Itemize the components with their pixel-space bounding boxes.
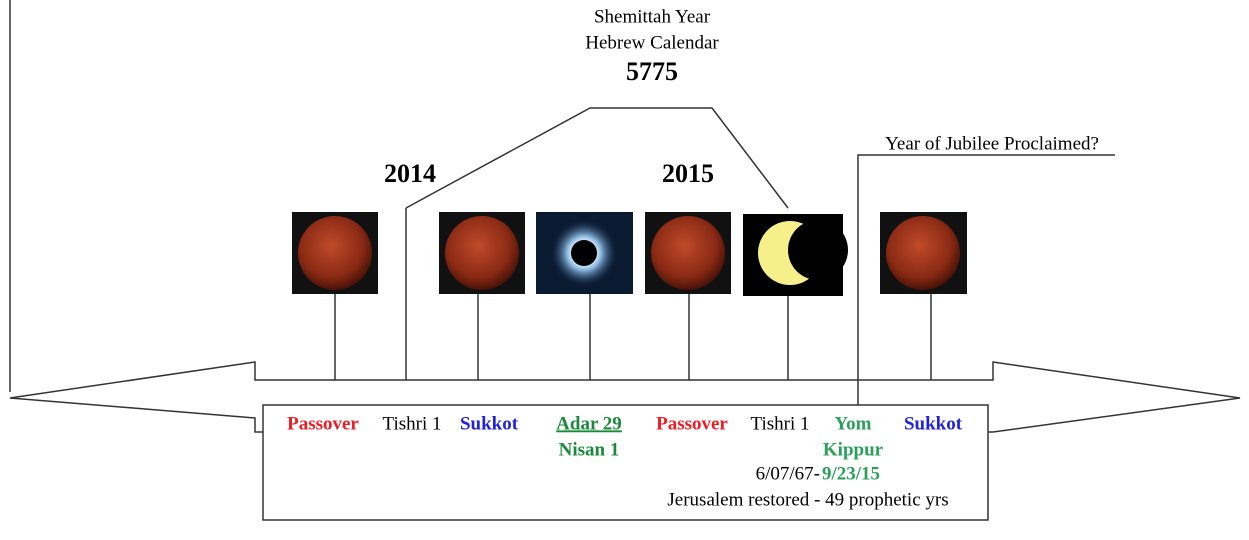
year-label: 2014 <box>384 159 436 188</box>
event-label: Tishri 1 <box>751 413 810 434</box>
blood-moon <box>645 212 731 294</box>
year-label: 2015 <box>662 159 714 188</box>
diagram: Shemittah Year Hebrew Calendar 5775 2014… <box>0 0 1249 540</box>
event-label: Sukkot <box>460 413 519 434</box>
event-label: Passover <box>656 413 728 434</box>
event-label: Kippur <box>823 439 884 460</box>
note-text: Jerusalem restored - 49 prophetic yrs <box>667 489 948 510</box>
event-label: Tishri 1 <box>383 413 442 434</box>
partial-eclipse <box>743 214 848 296</box>
event-label: Adar 29 <box>556 413 622 434</box>
event-label: Nisan 1 <box>559 439 620 460</box>
header-year: 5775 <box>626 57 678 86</box>
event-label: Yom <box>835 413 872 434</box>
note-date: 9/23/15 <box>822 463 880 484</box>
jubilee-label: Year of Jubilee Proclaimed? <box>885 133 1099 154</box>
event-label: Sukkot <box>904 413 963 434</box>
header-line: Shemittah Year <box>594 6 711 27</box>
blood-moon <box>880 212 967 294</box>
note-date: 6/07/67- <box>756 463 820 484</box>
blood-moon <box>439 212 525 294</box>
event-label: Passover <box>287 413 359 434</box>
solar-eclipse <box>536 212 633 294</box>
blood-moon <box>292 212 378 294</box>
header-line: Hebrew Calendar <box>585 32 719 53</box>
